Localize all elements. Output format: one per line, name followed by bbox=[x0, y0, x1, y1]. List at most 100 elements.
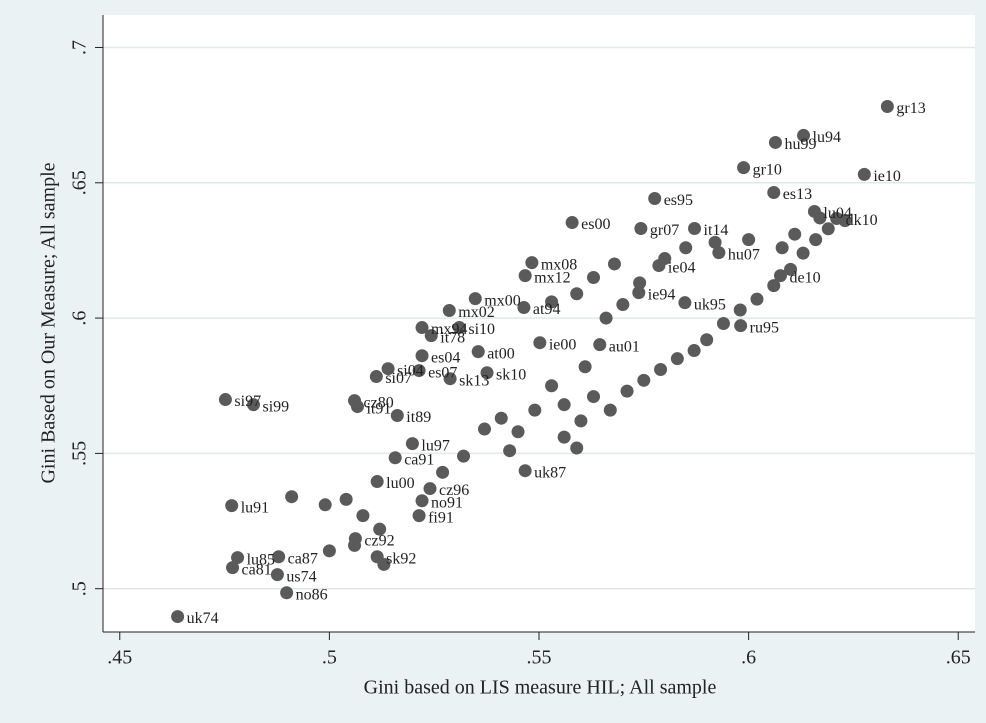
point bbox=[322, 544, 336, 558]
point bbox=[678, 296, 692, 310]
x-axis-title: Gini based on LIS measure HIL; All sampl… bbox=[364, 677, 717, 699]
point bbox=[231, 551, 245, 565]
point-label: ie94 bbox=[648, 286, 676, 303]
point bbox=[545, 379, 559, 393]
point bbox=[813, 211, 827, 225]
point bbox=[503, 444, 517, 458]
point bbox=[768, 135, 782, 149]
point-label: gr10 bbox=[753, 161, 782, 178]
point bbox=[525, 256, 539, 270]
y-tick-label: .7 bbox=[69, 40, 91, 55]
point-label: si07 bbox=[385, 370, 412, 387]
point bbox=[788, 227, 802, 241]
point-label: es13 bbox=[783, 186, 812, 203]
point bbox=[415, 494, 429, 508]
point bbox=[648, 191, 662, 205]
point bbox=[767, 186, 781, 200]
point-label: cz80 bbox=[364, 394, 394, 411]
point-label: gr13 bbox=[896, 100, 925, 117]
point-label: it89 bbox=[406, 409, 431, 426]
point bbox=[412, 509, 426, 523]
point bbox=[632, 286, 646, 300]
point bbox=[226, 561, 240, 575]
point bbox=[370, 475, 384, 489]
point bbox=[545, 295, 559, 309]
point bbox=[350, 400, 364, 414]
point bbox=[716, 317, 730, 330]
point bbox=[570, 287, 584, 301]
point bbox=[471, 345, 485, 359]
point bbox=[518, 464, 532, 478]
x-tick-label: .65 bbox=[946, 647, 971, 669]
point bbox=[381, 362, 395, 376]
point bbox=[171, 610, 185, 624]
point bbox=[809, 233, 823, 247]
point bbox=[578, 360, 592, 374]
point-label: fi91 bbox=[428, 509, 454, 526]
point bbox=[424, 329, 438, 343]
point bbox=[784, 262, 798, 276]
point bbox=[348, 538, 362, 552]
point-label: uk95 bbox=[694, 296, 726, 313]
point bbox=[712, 246, 726, 260]
point bbox=[587, 270, 600, 284]
point-label: sk13 bbox=[459, 372, 489, 389]
point bbox=[773, 269, 787, 283]
point-label: lu85 bbox=[247, 551, 275, 568]
point bbox=[620, 384, 634, 398]
point bbox=[570, 441, 584, 455]
point-label: sk10 bbox=[496, 366, 526, 383]
point bbox=[821, 222, 835, 236]
point bbox=[593, 338, 607, 352]
point bbox=[587, 390, 600, 404]
point-label: es00 bbox=[581, 216, 610, 233]
point bbox=[225, 499, 239, 513]
point bbox=[339, 492, 353, 506]
point bbox=[654, 363, 668, 377]
point bbox=[518, 269, 532, 283]
point-label: mx00 bbox=[484, 292, 520, 309]
point bbox=[533, 336, 547, 350]
point bbox=[607, 257, 621, 271]
point bbox=[390, 409, 404, 423]
point bbox=[708, 235, 722, 249]
point bbox=[415, 321, 429, 335]
point-label: it78 bbox=[440, 329, 465, 346]
point bbox=[405, 437, 419, 451]
y-tick-label: .55 bbox=[69, 441, 91, 466]
point-label: ca91 bbox=[404, 451, 434, 468]
point-label: mx02 bbox=[458, 304, 494, 321]
point bbox=[767, 279, 781, 293]
point-label: no91 bbox=[431, 494, 463, 511]
point bbox=[218, 393, 232, 407]
point bbox=[468, 292, 482, 306]
point-label: dk10 bbox=[846, 212, 878, 229]
point bbox=[270, 568, 284, 582]
point bbox=[452, 321, 466, 335]
point-label: us74 bbox=[286, 568, 316, 585]
point bbox=[565, 216, 579, 230]
point-label: ca81 bbox=[242, 561, 272, 578]
x-tick-label: .55 bbox=[527, 647, 552, 669]
point bbox=[285, 490, 299, 504]
point-label: es04 bbox=[431, 349, 460, 366]
point-label: gr07 bbox=[650, 222, 679, 239]
point bbox=[688, 222, 702, 236]
point-label: lu04 bbox=[823, 205, 851, 222]
x-tick-label: .6 bbox=[741, 647, 756, 669]
point bbox=[797, 128, 811, 142]
point-label: ie10 bbox=[873, 168, 901, 185]
point bbox=[670, 352, 684, 366]
point bbox=[796, 246, 810, 260]
point-label: lu97 bbox=[421, 437, 449, 454]
point bbox=[480, 366, 494, 380]
point bbox=[494, 411, 508, 425]
point bbox=[557, 398, 571, 412]
y-tick-label: .65 bbox=[69, 170, 91, 195]
point bbox=[750, 292, 764, 306]
point bbox=[442, 304, 456, 318]
point bbox=[658, 252, 672, 266]
point-label: at94 bbox=[533, 301, 561, 318]
point bbox=[700, 333, 714, 347]
